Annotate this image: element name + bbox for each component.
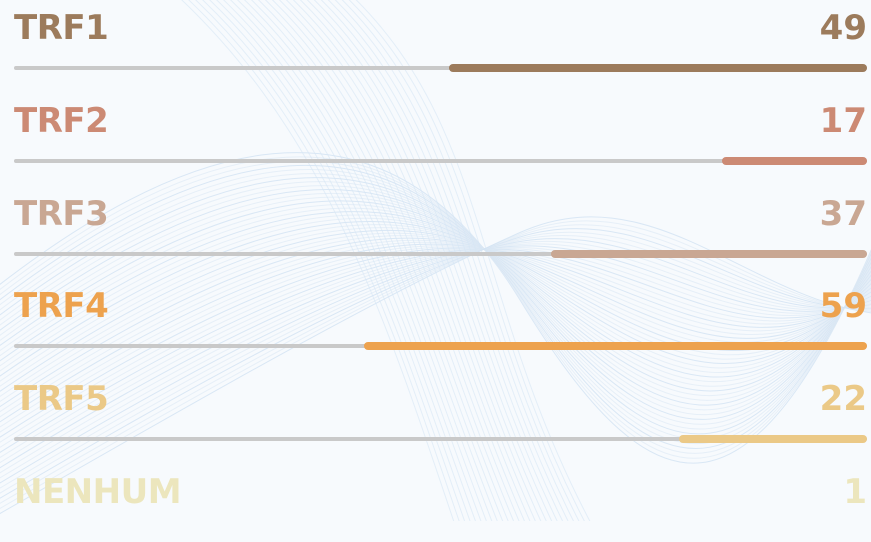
background-wave-line: [202, 0, 471, 521]
bar-track: [14, 251, 867, 256]
category-label: TRF4: [14, 286, 109, 327]
value-label: 22: [819, 379, 867, 420]
bar-fill: [722, 156, 867, 165]
background-wave-line: [0, 173, 871, 440]
background-wave-line: [0, 160, 871, 454]
background-wave-line: [222, 0, 487, 521]
background-wave-line: [264, 0, 520, 521]
background-wave-line: [341, 0, 580, 521]
background-wave-line: [243, 0, 504, 521]
background-wave-line: [0, 189, 871, 420]
background-wave-line: [0, 229, 871, 392]
background-wave-line: [195, 0, 466, 521]
category-label: TRF2: [14, 100, 109, 141]
background-wave-line: [215, 0, 482, 521]
background-wave-line: [355, 0, 591, 521]
background-wave-line: [181, 0, 455, 521]
background-wave-line: [229, 0, 493, 521]
bar-fill: [449, 64, 867, 72]
background-wave-line: [0, 248, 871, 453]
bar-row: TRF1 49: [14, 8, 867, 78]
background-wave-line: [0, 231, 871, 494]
background-wave-line: [306, 0, 553, 521]
bar-row: NENHUM 1: [14, 472, 867, 542]
bar-fill: [363, 342, 867, 351]
background-wave-line: [313, 0, 558, 521]
background-wave-line: [334, 0, 575, 521]
background-wave-line: [250, 0, 509, 521]
bar-row: TRF4 59: [14, 286, 867, 356]
background-wave-line: [0, 227, 871, 387]
background-wave-line: [327, 0, 569, 521]
background-wave-line: [285, 0, 536, 521]
background-wave-line: [0, 248, 871, 448]
value-label: 37: [819, 193, 867, 234]
background-wave-line: [271, 0, 526, 521]
background-wave-line: [0, 204, 871, 401]
bar-fill: [679, 435, 867, 444]
background-wave-line: [0, 217, 871, 383]
value-label: 59: [819, 286, 867, 327]
background-wave-line: [0, 156, 871, 459]
value-label: 49: [819, 8, 867, 48]
background-wave-line: [0, 238, 871, 484]
category-label: TRF1: [14, 8, 109, 48]
background-wave-line: [299, 0, 547, 521]
background-wave-line: [0, 245, 871, 469]
bar-row: TRF5 22: [14, 379, 867, 449]
background-wave-line: [0, 192, 871, 415]
background-wave-line: [0, 181, 871, 430]
background-wave-line: [0, 152, 871, 464]
background-wave-pattern: [0, 0, 871, 521]
background-wave-line: [0, 164, 871, 449]
bar-row: TRF2 17: [14, 101, 867, 171]
value-label: 1: [843, 472, 867, 512]
background-wave-line: [0, 246, 871, 464]
background-wave-line: [0, 211, 871, 392]
bar-row: TRF3 37: [14, 194, 867, 264]
background-wave-line: [0, 216, 871, 515]
background-wave-line: [0, 241, 871, 418]
bar-fill: [551, 249, 867, 258]
background-wave-line: [0, 169, 871, 444]
background-wave-line: [0, 228, 871, 499]
background-wave-line: [188, 0, 460, 521]
background-wave-line: [0, 224, 871, 382]
background-wave-line: [320, 0, 564, 521]
background-wave-line: [0, 224, 871, 504]
bar-chart: TRF1 49 TRF2 17 TRF3 37 TRF4 59 TRF5 22 NENHUM 1: [14, 8, 867, 512]
background-wave-line: [0, 207, 871, 396]
background-wave-line: [0, 220, 871, 509]
background-wave-line: [0, 241, 871, 479]
background-wave-line: [292, 0, 542, 521]
background-wave-line: [0, 243, 871, 474]
background-wave-line: [0, 214, 871, 387]
background-wave-line: [278, 0, 531, 521]
background-wave-line: [348, 0, 585, 521]
background-wave-line: [0, 243, 871, 423]
bar-track: [14, 158, 867, 163]
background-wave-line: [0, 247, 871, 459]
value-label: 17: [819, 100, 867, 141]
bar-track: [14, 437, 867, 442]
category-label: TRF5: [14, 379, 109, 420]
background-wave-line: [257, 0, 515, 521]
bar-track: [14, 66, 867, 70]
background-wave-line: [0, 232, 871, 397]
background-wave-line: [0, 196, 871, 411]
background-wave-line: [0, 235, 871, 489]
background-wave-line: [236, 0, 498, 521]
background-wave-line: [0, 200, 871, 406]
background-wave-line: [0, 220, 871, 378]
category-label: NENHUM: [14, 472, 182, 512]
background-wave-line: [208, 0, 476, 521]
background-wave-line: [0, 185, 871, 425]
category-label: TRF3: [14, 193, 109, 234]
background-wave-line: [0, 177, 871, 435]
